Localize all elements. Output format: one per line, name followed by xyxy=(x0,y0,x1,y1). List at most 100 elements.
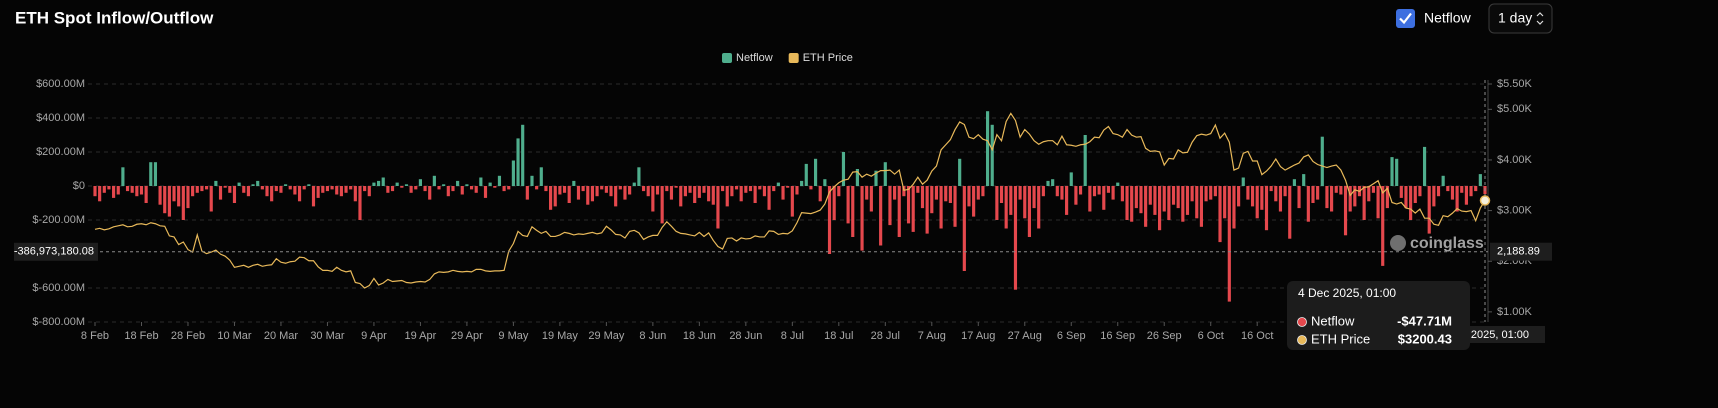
netflow-bar xyxy=(488,182,492,186)
netflow-bar xyxy=(172,186,176,202)
netflow-bar xyxy=(112,186,116,198)
netflow-bar xyxy=(1181,186,1185,222)
netflow-bar xyxy=(446,186,450,197)
netflow-bar xyxy=(381,177,385,186)
y-tick-label: $600.00M xyxy=(36,78,85,90)
netflow-bar xyxy=(1339,186,1343,195)
netflow-bar xyxy=(985,111,990,186)
netflow-bar xyxy=(502,186,506,192)
netflow-bar xyxy=(972,186,976,217)
netflow-bar xyxy=(990,124,994,186)
netflow-bar xyxy=(1278,186,1283,212)
netflow-bar xyxy=(711,186,715,205)
netflow-bar xyxy=(1395,158,1399,186)
netflow-bar xyxy=(1199,186,1204,227)
netflow-bar xyxy=(1264,186,1269,231)
netflow-bar xyxy=(1130,186,1134,222)
netflow-bar xyxy=(1032,186,1036,209)
netflow-bar xyxy=(874,170,878,186)
netflow-bar xyxy=(390,186,395,192)
netflow-bar xyxy=(98,186,102,202)
netflow-bar xyxy=(1004,186,1008,229)
netflow-bar xyxy=(827,186,832,254)
netflow-bar xyxy=(125,186,130,192)
netflow-bar xyxy=(232,186,237,203)
netflow-bar xyxy=(335,186,339,195)
netflow-bar xyxy=(818,186,822,202)
price-marker xyxy=(1479,195,1491,206)
netflow-bar xyxy=(456,180,460,186)
netflow-bar xyxy=(772,186,776,192)
netflow-bar xyxy=(1246,186,1250,200)
netflow-bar xyxy=(116,186,120,195)
netflow-bar xyxy=(734,186,739,190)
netflow-bar xyxy=(1111,186,1115,200)
netflow-bar xyxy=(246,186,250,197)
netflow-bar xyxy=(934,186,939,200)
y2-tick-label: $3.00K xyxy=(1497,205,1533,217)
checkmark xyxy=(1399,12,1412,25)
x-tick-label: 19 May xyxy=(542,330,579,342)
netflow-bar xyxy=(1427,186,1431,234)
netflow-bar xyxy=(595,186,599,197)
netflow-bar xyxy=(451,186,455,192)
netflow-bar xyxy=(409,186,413,193)
netflow-bar xyxy=(186,186,190,209)
netflow-bar xyxy=(204,186,209,190)
netflow-bar xyxy=(562,186,567,193)
netflow-bar xyxy=(525,186,529,200)
netflow-bar xyxy=(1195,186,1199,219)
x-tick-label: 29 Apr xyxy=(451,330,483,342)
netflow-bar xyxy=(1367,186,1371,202)
netflow-bar xyxy=(1260,186,1264,210)
netflow-bar xyxy=(1060,186,1064,200)
netflow-bar xyxy=(1065,186,1069,215)
y-tick-label: $400.00M xyxy=(36,112,85,124)
netflow-bar xyxy=(753,186,757,203)
y2-tick-label: $4.00K xyxy=(1497,154,1533,166)
netflow-bar xyxy=(1409,186,1413,220)
netflow-bar xyxy=(855,169,859,186)
netflow-bar xyxy=(344,186,348,193)
netflow-bar xyxy=(1088,186,1092,212)
netflow-bar xyxy=(1288,186,1292,239)
netflow-bar xyxy=(1460,186,1464,193)
x-tick-label: 8 Jun xyxy=(639,330,666,342)
netflow-bar xyxy=(1023,186,1027,219)
tooltip-dot xyxy=(1297,335,1307,345)
x-tick-label: 17 Aug xyxy=(961,330,995,342)
toggle-label[interactable]: Netflow xyxy=(1424,10,1472,26)
netflow-bar xyxy=(981,186,985,197)
netflow-bar xyxy=(1399,186,1403,198)
netflow-bar xyxy=(149,162,153,186)
netflow-checkbox[interactable] xyxy=(1396,9,1415,28)
x-tick-label: 30 Mar xyxy=(310,330,345,342)
netflow-bar xyxy=(218,186,223,200)
tooltip-title: 4 Dec 2025, 01:00 xyxy=(1298,286,1396,300)
netflow-bar xyxy=(1204,186,1208,202)
select-arrows xyxy=(1536,12,1544,25)
netflow-bar xyxy=(1390,157,1394,186)
netflow-bar xyxy=(721,186,725,192)
x-tick-label: 8 Feb xyxy=(81,330,109,342)
plot: $-800.00M $-600.00M $-200.00M $0 $200.00M $40… xyxy=(14,52,1552,350)
netflow-bar xyxy=(1069,172,1073,186)
netflow-bar xyxy=(339,186,343,197)
netflow-bar xyxy=(530,175,534,186)
netflow-bar xyxy=(93,186,97,197)
tooltip-name: Netflow xyxy=(1311,313,1355,328)
netflow-bar xyxy=(879,186,883,246)
netflow-bar xyxy=(469,186,474,190)
netflow-bar xyxy=(1274,186,1278,202)
netflow-bar xyxy=(883,162,887,186)
netflow-bar xyxy=(1074,186,1078,205)
netflow-bar xyxy=(762,186,767,197)
netflow-bar xyxy=(177,186,181,207)
x-tick-label: 16 Oct xyxy=(1241,330,1273,342)
netflow-bar xyxy=(948,186,952,203)
interval-select[interactable] xyxy=(1488,3,1553,34)
netflow-bar xyxy=(200,186,204,192)
netflow-bar xyxy=(270,186,274,202)
netflow-bar xyxy=(800,180,804,186)
netflow-bar xyxy=(1455,186,1459,212)
